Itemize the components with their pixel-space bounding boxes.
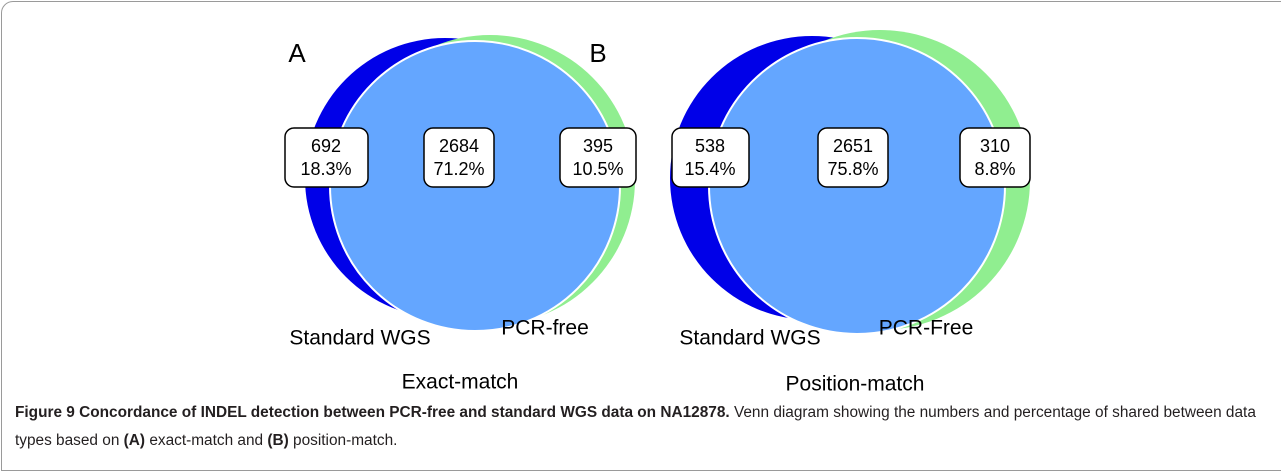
region-percent: 8.8% [974, 159, 1015, 179]
region-count: 538 [695, 136, 725, 156]
set-label: PCR-free [501, 317, 589, 340]
region-percent: 15.4% [684, 159, 735, 179]
panel-label: A [288, 38, 306, 68]
venn-b: B 538 15.4% 2651 75.8% 310 8.8% Standard… [589, 30, 1031, 396]
caption-title: Figure 9 Concordance of INDEL detection … [15, 404, 730, 421]
caption-text: Venn diagram showing the numbers and per… [15, 404, 1256, 449]
caption-text: position-match. [293, 432, 398, 449]
region-percent: 71.2% [433, 159, 484, 179]
caption-ref: (A) [123, 432, 146, 449]
region-box [671, 127, 750, 188]
region-box [959, 127, 1031, 188]
region-percent: 75.8% [827, 159, 878, 179]
region-count: 2684 [439, 136, 479, 156]
caption-ref: (B) [267, 432, 289, 449]
venn-a: A 692 18.3% 2684 71.2% 395 10.5% Standar… [284, 35, 637, 394]
region-count: 692 [311, 136, 341, 156]
region-count: 310 [980, 136, 1010, 156]
panel-label: B [589, 38, 606, 68]
set-label: Standard WGS [289, 327, 430, 350]
region-count: 2651 [833, 136, 873, 156]
match-type: Position-match [786, 373, 925, 396]
caption-text: exact-match and [149, 432, 264, 449]
figure: A 692 18.3% 2684 71.2% 395 10.5% Standar… [284, 30, 1031, 396]
set-label: PCR-Free [879, 317, 974, 340]
set-label: Standard WGS [679, 327, 820, 350]
caption: Figure 9 Concordance of INDEL detection … [15, 399, 1270, 455]
region-box [423, 127, 495, 188]
region-percent: 10.5% [572, 159, 623, 179]
match-type: Exact-match [402, 371, 519, 394]
region-count: 395 [583, 136, 613, 156]
region-box [817, 127, 889, 188]
region-box [284, 127, 369, 188]
region-percent: 18.3% [300, 159, 351, 179]
region-box [559, 127, 637, 188]
